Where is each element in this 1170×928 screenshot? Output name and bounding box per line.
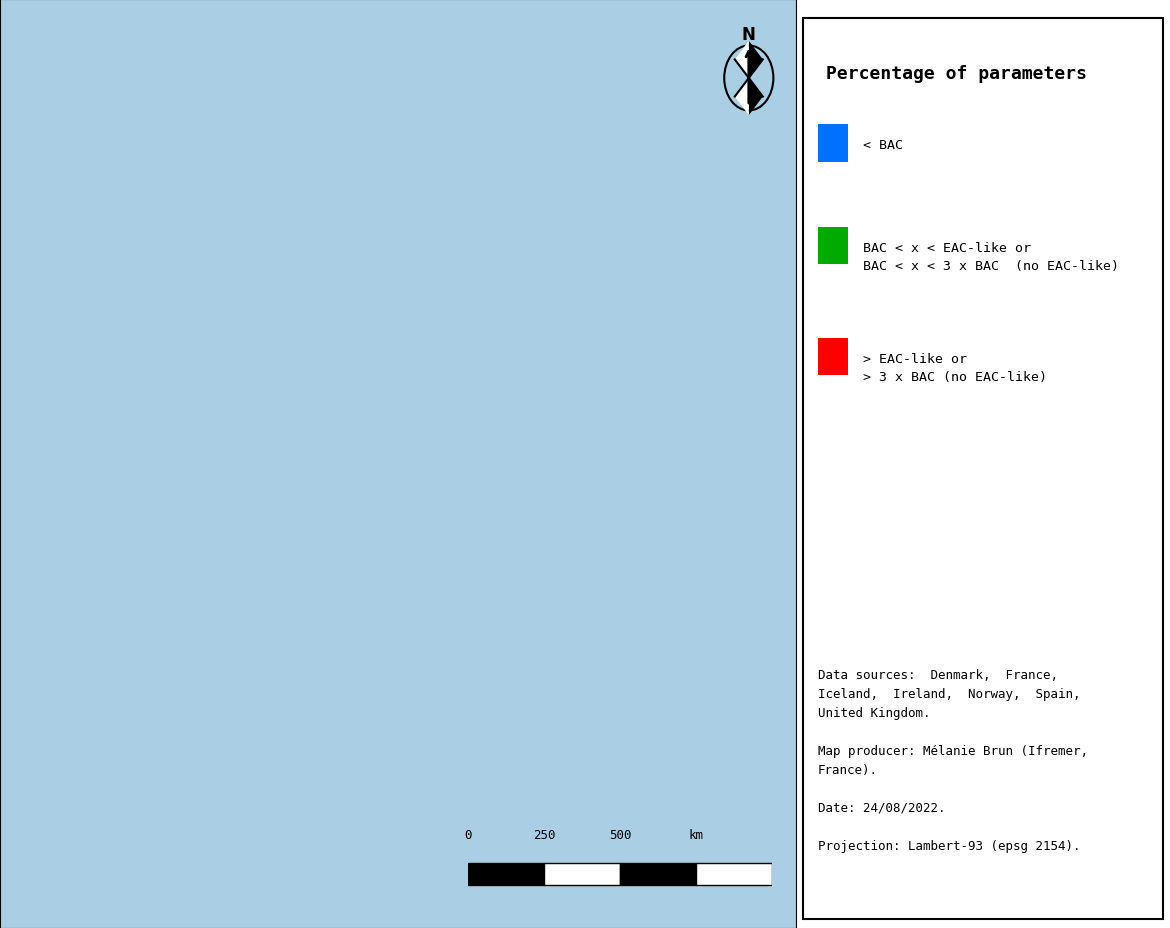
Text: 250: 250 [532,828,556,841]
Polygon shape [749,42,763,79]
Text: Data sources:  Denmark,  France,
Iceland,  Ireland,  Norway,  Spain,
United King: Data sources: Denmark, France, Iceland, … [818,668,1088,852]
Text: 500: 500 [608,828,632,841]
Text: Percentage of parameters: Percentage of parameters [826,65,1087,83]
Text: BAC < x < EAC-like or
BAC < x < 3 x BAC  (no EAC-like): BAC < x < EAC-like or BAC < x < 3 x BAC … [863,241,1119,272]
Text: N: N [742,26,756,45]
Text: > EAC-like or
> 3 x BAC (no EAC-like): > EAC-like or > 3 x BAC (no EAC-like) [863,353,1047,383]
Bar [818,339,848,376]
Text: 0: 0 [464,828,472,841]
Bar [468,863,544,885]
FancyBboxPatch shape [803,19,1163,919]
Bar [818,125,848,162]
Text: < BAC: < BAC [863,139,903,152]
Bar [544,863,620,885]
Bar [620,863,696,885]
Polygon shape [735,42,749,79]
Polygon shape [749,79,763,116]
Text: km: km [689,828,703,841]
Bar [818,227,848,264]
Bar [696,863,772,885]
Polygon shape [735,79,749,116]
